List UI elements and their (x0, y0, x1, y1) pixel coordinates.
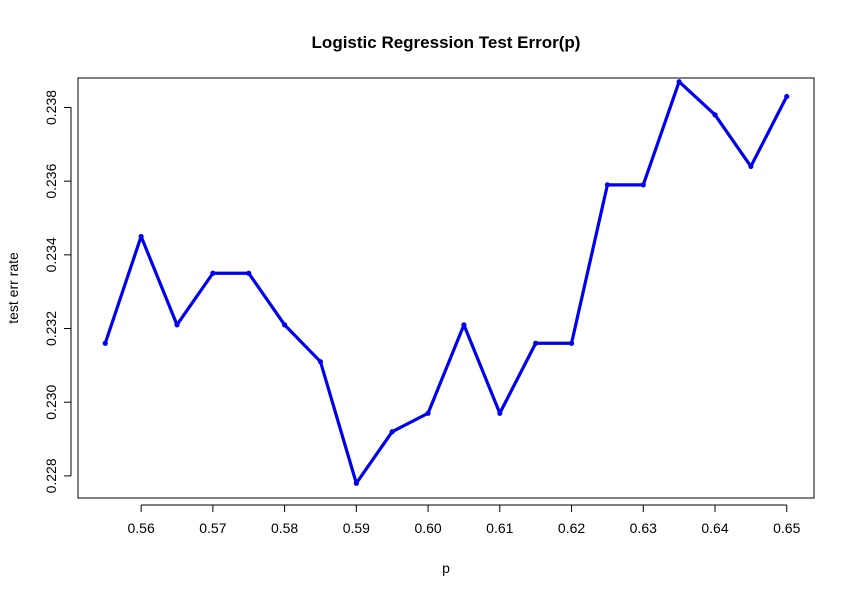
y-tick-label: 0.234 (43, 237, 59, 272)
y-tick-label: 0.232 (43, 311, 59, 346)
data-point (281, 322, 288, 328)
y-tick-label: 0.238 (43, 90, 59, 125)
x-tick-label: 0.63 (630, 520, 657, 536)
plot-frame (77, 77, 815, 499)
x-tick-label: 0.60 (414, 520, 441, 536)
data-point (174, 322, 180, 328)
x-tick-label: 0.58 (271, 520, 298, 536)
x-tick-label: 0.56 (128, 520, 155, 536)
data-point (138, 233, 144, 240)
data-point (748, 163, 754, 170)
data-point (676, 79, 682, 85)
y-tick-label: 0.228 (43, 458, 59, 493)
data-point (210, 270, 216, 276)
series-layer (102, 79, 790, 486)
data-point (246, 270, 252, 276)
data-point (497, 410, 503, 416)
data-point (425, 410, 431, 416)
y-tick-label: 0.236 (43, 163, 59, 198)
y-axis-label: test err rate (5, 252, 21, 324)
data-point (102, 340, 108, 346)
x-axis-label: p (442, 560, 450, 576)
data-point (604, 182, 611, 188)
data-point (317, 359, 324, 365)
chart-title: Logistic Regression Test Error(p) (312, 33, 581, 52)
data-point (533, 340, 539, 346)
data-point (353, 480, 359, 486)
data-point (461, 322, 467, 328)
x-tick-label: 0.57 (199, 520, 226, 536)
x-axis: 0.56 0.57 0.58 0.59 0.60 0.61 0.62 0.63 0.64 0.65 (128, 504, 801, 536)
y-axis: 0.228 0.230 0.232 0.234 0.236 0.238 (43, 90, 72, 493)
data-point (389, 429, 395, 435)
x-tick-label: 0.64 (701, 520, 728, 536)
y-tick-label: 0.230 (43, 384, 59, 419)
data-point (568, 340, 575, 346)
data-point (712, 112, 718, 118)
data-point (784, 93, 790, 100)
x-tick-label: 0.62 (558, 520, 585, 536)
x-tick-label: 0.65 (773, 520, 800, 536)
x-tick-label: 0.59 (343, 520, 370, 536)
x-tick-label: 0.61 (486, 520, 513, 536)
data-point (640, 182, 646, 188)
series-line (103, 80, 789, 485)
